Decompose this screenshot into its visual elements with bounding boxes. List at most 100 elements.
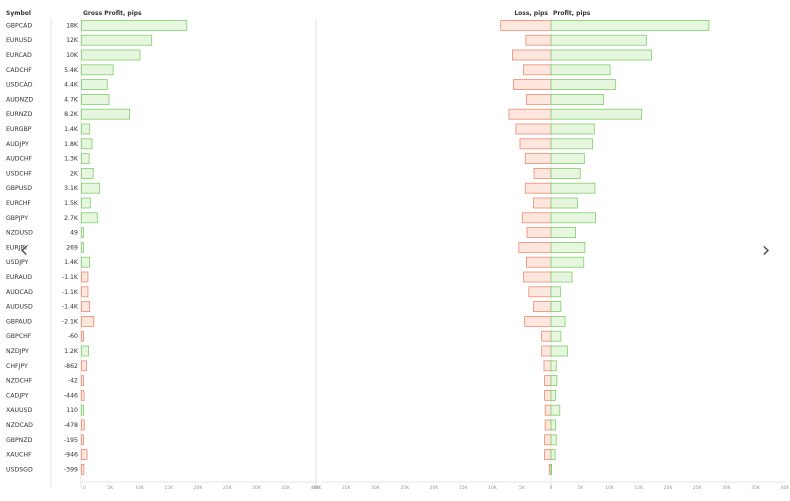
gross-tick-label: 10K [135,485,145,491]
loss-bar [528,286,552,298]
loss-profit-tick-label: 5K [519,485,526,491]
loss-bar [541,345,552,357]
table-row[interactable]: EURAUD -1.1K [6,271,573,283]
symbol-label: XAUCHF [6,452,32,459]
table-row[interactable]: XAUCHF -946 [6,449,556,461]
table-row[interactable]: NZDCHF -42 [6,375,558,387]
symbol-label: NZDCHF [6,378,33,385]
chevron-left-icon[interactable]: ‹ [19,238,29,263]
table-row[interactable]: CADJPY -446 [6,389,557,401]
symbol-label: AUDUSD [6,304,33,311]
profit-bar [550,167,581,179]
gross-value-label: 5.4K [64,67,79,74]
symbol-label: EURUSD [6,37,32,44]
table-row[interactable]: EURCAD 10K [6,49,653,61]
loss-bar [524,315,552,327]
table-row[interactable]: EURUSD 12K [6,34,647,46]
loss-bar [526,94,552,105]
profit-bar [550,49,653,61]
gross-value-label: 2K [70,170,79,177]
gross-profit-bar [81,167,94,179]
x-axis-ticks: 0 5K 10K 15K 20K 25K 30K 35K 40K 40K 35K 30K 25K 20K 1… [83,485,790,491]
loss-profit-tick-label: 15K [634,485,644,491]
gross-profit-bar [81,360,87,372]
loss-profit-tick-label: 15K [459,485,469,491]
table-row[interactable]: USDCHF 2K [6,167,581,179]
loss-bar [533,197,552,209]
table-row[interactable]: EURJPY 269 [6,241,586,253]
table-row[interactable]: GBPCAD 18K [6,19,710,31]
table-row[interactable]: AUDCHF 1.3K [6,153,585,165]
loss-profit-tick-label: 10K [488,485,498,491]
gross-profit-title: Gross Profit, pips [83,10,142,17]
loss-bar [508,108,552,120]
gross-value-label: 110 [66,407,78,414]
table-row[interactable]: AUDCAD -1.1K [6,286,561,298]
gross-value-label: 18K [66,22,79,29]
gross-profit-bar [81,463,85,475]
table-row[interactable]: AUDJPY 1.8K [6,138,593,150]
gross-profit-bar [81,271,89,283]
profit-bar [550,138,593,150]
gross-profit-bar [81,434,84,446]
gross-value-label: 4.4K [64,82,79,89]
symbol-label: GBPNZD [6,437,33,444]
gross-profit-bar [81,375,84,387]
loss-bar [525,34,552,46]
profit-bar [550,34,647,46]
profit-bar [550,153,585,165]
profit-bar [550,256,585,268]
table-row[interactable]: AUDUSD -1.4K [6,301,562,313]
gross-profit-bar [81,182,101,194]
profit-bar [550,64,611,76]
loss-bar [544,434,552,446]
table-row[interactable]: EURCHF 1.5K [6,197,578,209]
table-row[interactable]: XAUUSD 110 [6,404,561,416]
symbol-label: USDJPY [6,259,29,266]
table-row[interactable]: NZDUSD 49 [6,227,576,239]
symbol-label: GBPJPY [6,215,28,222]
table-row[interactable]: GBPAUD -2.1K [6,315,566,327]
table-row[interactable]: CADCHF 5.4K [6,64,611,76]
table-row[interactable]: NZDCAD -478 [6,419,557,431]
table-row[interactable]: GBPJPY 2.7K [6,212,596,224]
loss-bar [518,241,552,253]
gross-profit-bar [81,241,84,253]
loss-bar [544,375,552,387]
loss-profit-tick-label: 30K [722,485,732,491]
table-row[interactable]: USDJPY 1.4K [6,256,585,268]
table-row[interactable]: AUDNZD 4.7K [6,94,605,105]
table-row[interactable]: USDSGD -399 [6,463,552,475]
loss-bar [513,79,552,90]
gross-tick-label: 35K [281,485,291,491]
profit-bar [550,19,710,31]
table-row[interactable]: GBPCHF -60 [6,330,562,342]
chevron-right-icon[interactable]: › [761,238,771,263]
gross-value-label: 3.1K [64,185,79,192]
table-row[interactable]: USDCAD 4.4K [6,79,616,90]
loss-bar [544,449,552,461]
table-row[interactable]: NZDJPY 1.2K [6,345,568,357]
profit-bar [550,227,576,239]
gross-value-label: -1.4K [62,304,79,311]
gross-value-label: -1.1K [62,274,79,281]
gross-value-label: -195 [64,437,78,444]
loss-bar [533,167,552,179]
symbol-label: GBPCAD [6,22,32,29]
gross-profit-bar [81,301,91,313]
gross-profit-bar [81,64,114,76]
gross-profit-bar [81,19,188,31]
table-row[interactable]: CHFJPY -862 [6,360,557,372]
profit-bar [550,286,561,298]
table-row[interactable]: EURGBP 1.4K [6,123,595,135]
loss-bar [526,227,552,239]
symbol-label: GBPAUD [6,318,32,325]
gross-value-label: 1.5K [64,200,79,207]
table-row[interactable]: GBPNZD -195 [6,434,557,446]
table-row[interactable]: GBPUSD 3.1K [6,182,596,194]
table-row[interactable]: EURNZD 8.2K [6,108,643,120]
loss-profit-tick-label: 0 [550,485,553,491]
gross-value-label: 10K [66,52,79,59]
loss-profit-tick-label: 5K [577,485,584,491]
gross-value-label: -946 [64,452,78,459]
